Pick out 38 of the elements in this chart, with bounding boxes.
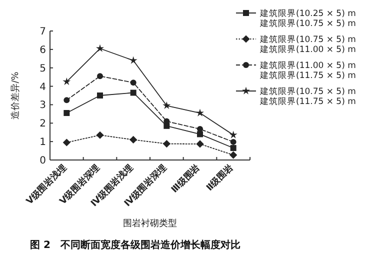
point xyxy=(197,131,203,138)
legend-label: 建筑限界(10.75 × 5) m 建筑限界(11.00 × 5) m xyxy=(259,34,356,55)
point xyxy=(96,131,104,139)
legend-label: 建筑限界(11.00 × 5) m 建筑限界(11.75 × 5) m xyxy=(259,60,356,81)
x-tick-label: Ⅱ级围岩 xyxy=(204,162,236,194)
y-tick-label: 7 xyxy=(40,26,46,38)
point xyxy=(130,80,136,86)
point xyxy=(64,110,70,116)
y-tick-label: 3 xyxy=(40,100,46,112)
point xyxy=(130,90,136,96)
x-tick-label: Ⅲ级围岩 xyxy=(169,162,202,196)
point xyxy=(97,73,103,80)
point xyxy=(96,44,104,52)
point xyxy=(62,77,71,86)
point xyxy=(230,151,238,159)
point xyxy=(230,145,236,152)
point xyxy=(62,138,70,146)
y-axis-title: 造价差异/% xyxy=(10,71,21,120)
point xyxy=(130,136,138,144)
point xyxy=(64,97,70,104)
point xyxy=(97,92,103,98)
legend-label: 建筑限界(10.75 × 5) m 建筑限界(11.75 × 5) m xyxy=(259,86,356,107)
y-tick-label: 0 xyxy=(40,156,46,166)
y-tick-label: 5 xyxy=(40,63,46,74)
point xyxy=(196,108,204,116)
y-tick-label: 4 xyxy=(40,82,46,93)
y-tick-label: 1 xyxy=(40,137,46,148)
text: 图 2 不同断面宽度各级围岩造价增长幅度对比 xyxy=(30,239,240,251)
point xyxy=(196,140,204,148)
y-tick-label: 2 xyxy=(40,118,46,130)
point xyxy=(162,101,171,110)
point xyxy=(162,140,170,148)
y-tick-label: 6 xyxy=(40,44,46,56)
point xyxy=(129,56,138,64)
legend-label: 建筑限界(10.25 × 5) m 建筑限界(10.75 × 5) m xyxy=(259,8,356,29)
point xyxy=(230,138,236,145)
point xyxy=(229,130,238,138)
x-axis-title: 围岩衬砌类型 xyxy=(123,218,177,229)
